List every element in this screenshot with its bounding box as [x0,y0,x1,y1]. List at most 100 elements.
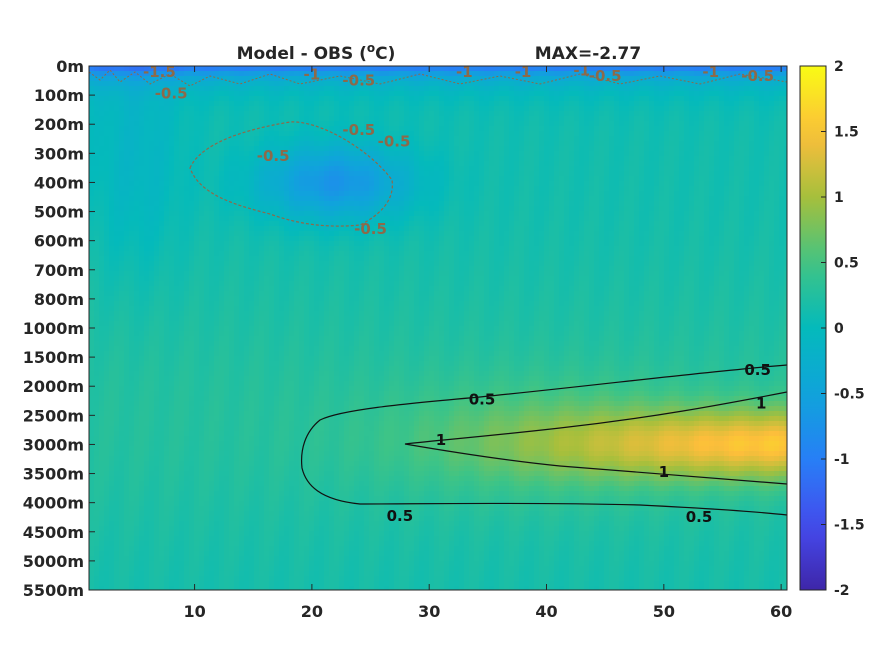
heatmap-cell [504,161,510,167]
heatmap-cell [464,106,470,112]
heatmap-cell [604,166,610,172]
heatmap-cell [89,71,95,77]
heatmap-cell [524,66,530,72]
heatmap-cell [694,191,700,197]
heatmap-cell [684,111,690,117]
heatmap-cell [599,81,605,87]
heatmap-cell [694,196,700,202]
heatmap-cell [494,216,500,222]
heatmap-cell [494,76,500,82]
heatmap-cell [569,76,575,82]
heatmap-cell [139,121,145,127]
heatmap-cell [169,156,175,162]
heatmap-cell [459,226,465,232]
heatmap-cell [94,241,100,247]
heatmap-cell [619,146,625,152]
heatmap-cell [584,146,590,152]
heatmap-cell [359,131,365,137]
heatmap-cell [759,136,765,142]
heatmap-cell [224,151,230,157]
heatmap-cell [499,221,505,227]
heatmap-cell [504,206,510,212]
heatmap-cell [604,176,610,182]
heatmap-cell [629,151,635,157]
heatmap-cell [89,231,95,237]
heatmap-cell [619,226,625,232]
heatmap-cell [234,131,240,137]
heatmap-cell [459,96,465,102]
heatmap-cell [619,111,625,117]
heatmap-cell [329,81,335,87]
heatmap-cell [364,176,370,182]
heatmap-cell [459,71,465,77]
heatmap-cell [294,121,300,127]
heatmap-cell [369,151,375,157]
heatmap-cell [699,116,705,122]
heatmap-cell [359,96,365,102]
heatmap-cell [399,146,405,152]
heatmap-cell [179,126,185,132]
heatmap-cell [734,91,740,97]
heatmap-cell [139,101,145,107]
heatmap-cell [214,76,220,82]
heatmap-cell [104,196,110,202]
heatmap-cell [669,216,675,222]
heatmap-cell [684,126,690,132]
heatmap-cell [644,91,650,97]
heatmap-cell [619,176,625,182]
heatmap-cell [149,171,155,177]
heatmap-cell [144,186,150,192]
heatmap-cell [524,226,530,232]
heatmap-cell [699,191,705,197]
heatmap-cell [639,96,645,102]
heatmap-cell [424,206,430,212]
heatmap-cell [354,136,360,142]
heatmap-cell [604,211,610,217]
heatmap-cell [469,216,475,222]
heatmap-cell [774,176,780,182]
heatmap-cell [194,241,200,247]
heatmap-cell [309,216,315,222]
heatmap-cell [244,81,250,87]
heatmap-cell [344,66,350,72]
heatmap-cell [409,181,415,187]
heatmap-cell [379,171,385,177]
heatmap-cell [129,116,135,122]
heatmap-cell [314,161,320,167]
heatmap-cell [539,71,545,77]
heatmap-cell [594,221,600,227]
heatmap-cell [279,181,285,187]
heatmap-cell [244,71,250,77]
heatmap-cell [394,206,400,212]
heatmap-cell [354,226,360,232]
heatmap-cell [404,221,410,227]
heatmap-cell [439,186,445,192]
heatmap-cell [609,121,615,127]
heatmap-cell [534,201,540,207]
heatmap-cell [544,206,550,212]
heatmap-cell [609,126,615,132]
heatmap-cell [399,161,405,167]
heatmap-cell [239,71,245,77]
heatmap-cell [439,76,445,82]
heatmap-cell [524,116,530,122]
heatmap-cell [174,236,180,242]
heatmap-cell [699,171,705,177]
heatmap-cell [324,221,330,227]
heatmap-cell [599,161,605,167]
heatmap-cell [419,216,425,222]
heatmap-cell [149,231,155,237]
heatmap-cell [429,161,435,167]
heatmap-cell [709,146,715,152]
heatmap-cell [454,121,460,127]
heatmap-cell [689,121,695,127]
heatmap-cell [139,176,145,182]
heatmap-cell [304,111,310,117]
heatmap-cell [499,86,505,92]
heatmap-cell [239,241,245,247]
heatmap-cell [359,226,365,232]
heatmap-cell [329,101,335,107]
heatmap-cell [154,76,160,82]
heatmap-cell [404,176,410,182]
heatmap-cell [94,151,100,157]
